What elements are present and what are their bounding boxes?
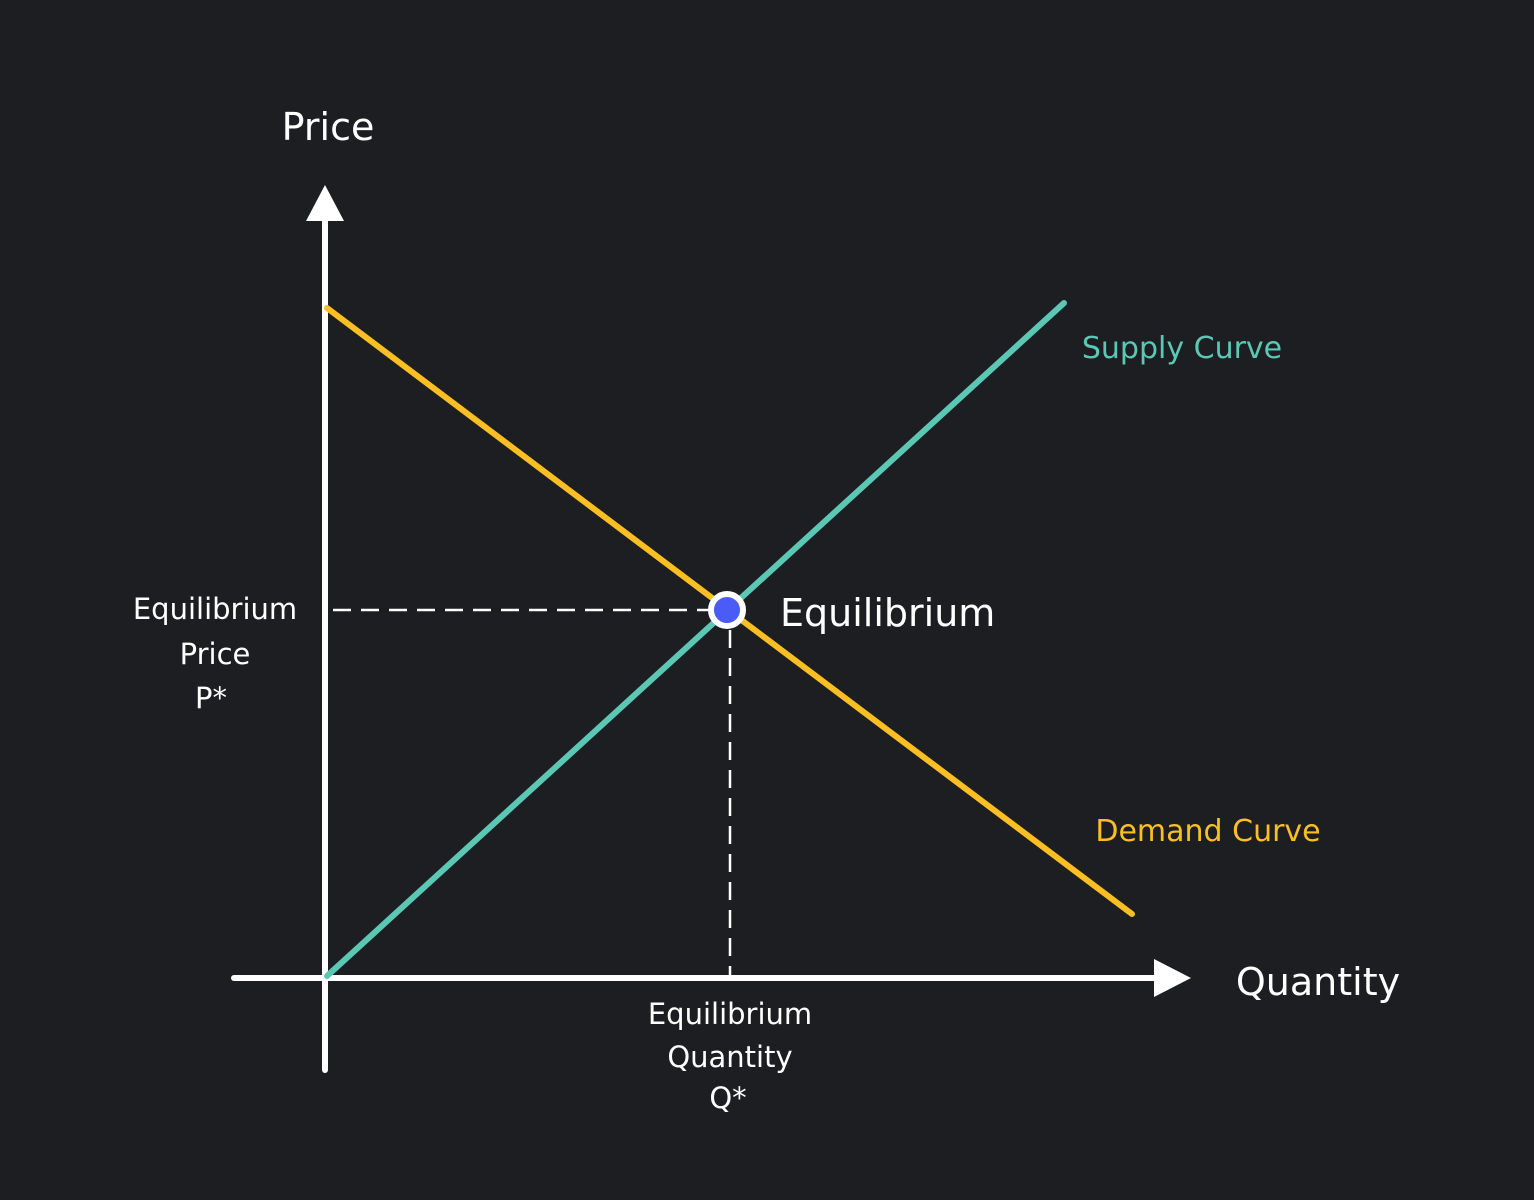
equilibrium-label: Equilibrium <box>780 591 995 635</box>
equilibrium-quantity-label-3: Q* <box>709 1081 746 1115</box>
equilibrium-quantity-label-2: Quantity <box>667 1040 792 1074</box>
equilibrium-point <box>708 591 746 629</box>
y-axis-label: Price <box>282 105 375 149</box>
x-axis-label: Quantity <box>1236 960 1400 1004</box>
x-axis-arrow-icon <box>1154 959 1191 997</box>
equilibrium-price-label-3: P* <box>195 681 227 715</box>
equilibrium-price-label-2: Price <box>180 637 251 671</box>
equilibrium-price-label-1: Equilibrium <box>133 592 297 626</box>
supply-curve <box>324 300 1067 979</box>
supply-curve-label: Supply Curve <box>1082 331 1282 366</box>
y-axis-arrow-icon <box>306 185 344 221</box>
equilibrium-quantity-label-1: Equilibrium <box>648 997 812 1031</box>
demand-curve-label: Demand Curve <box>1095 814 1320 849</box>
